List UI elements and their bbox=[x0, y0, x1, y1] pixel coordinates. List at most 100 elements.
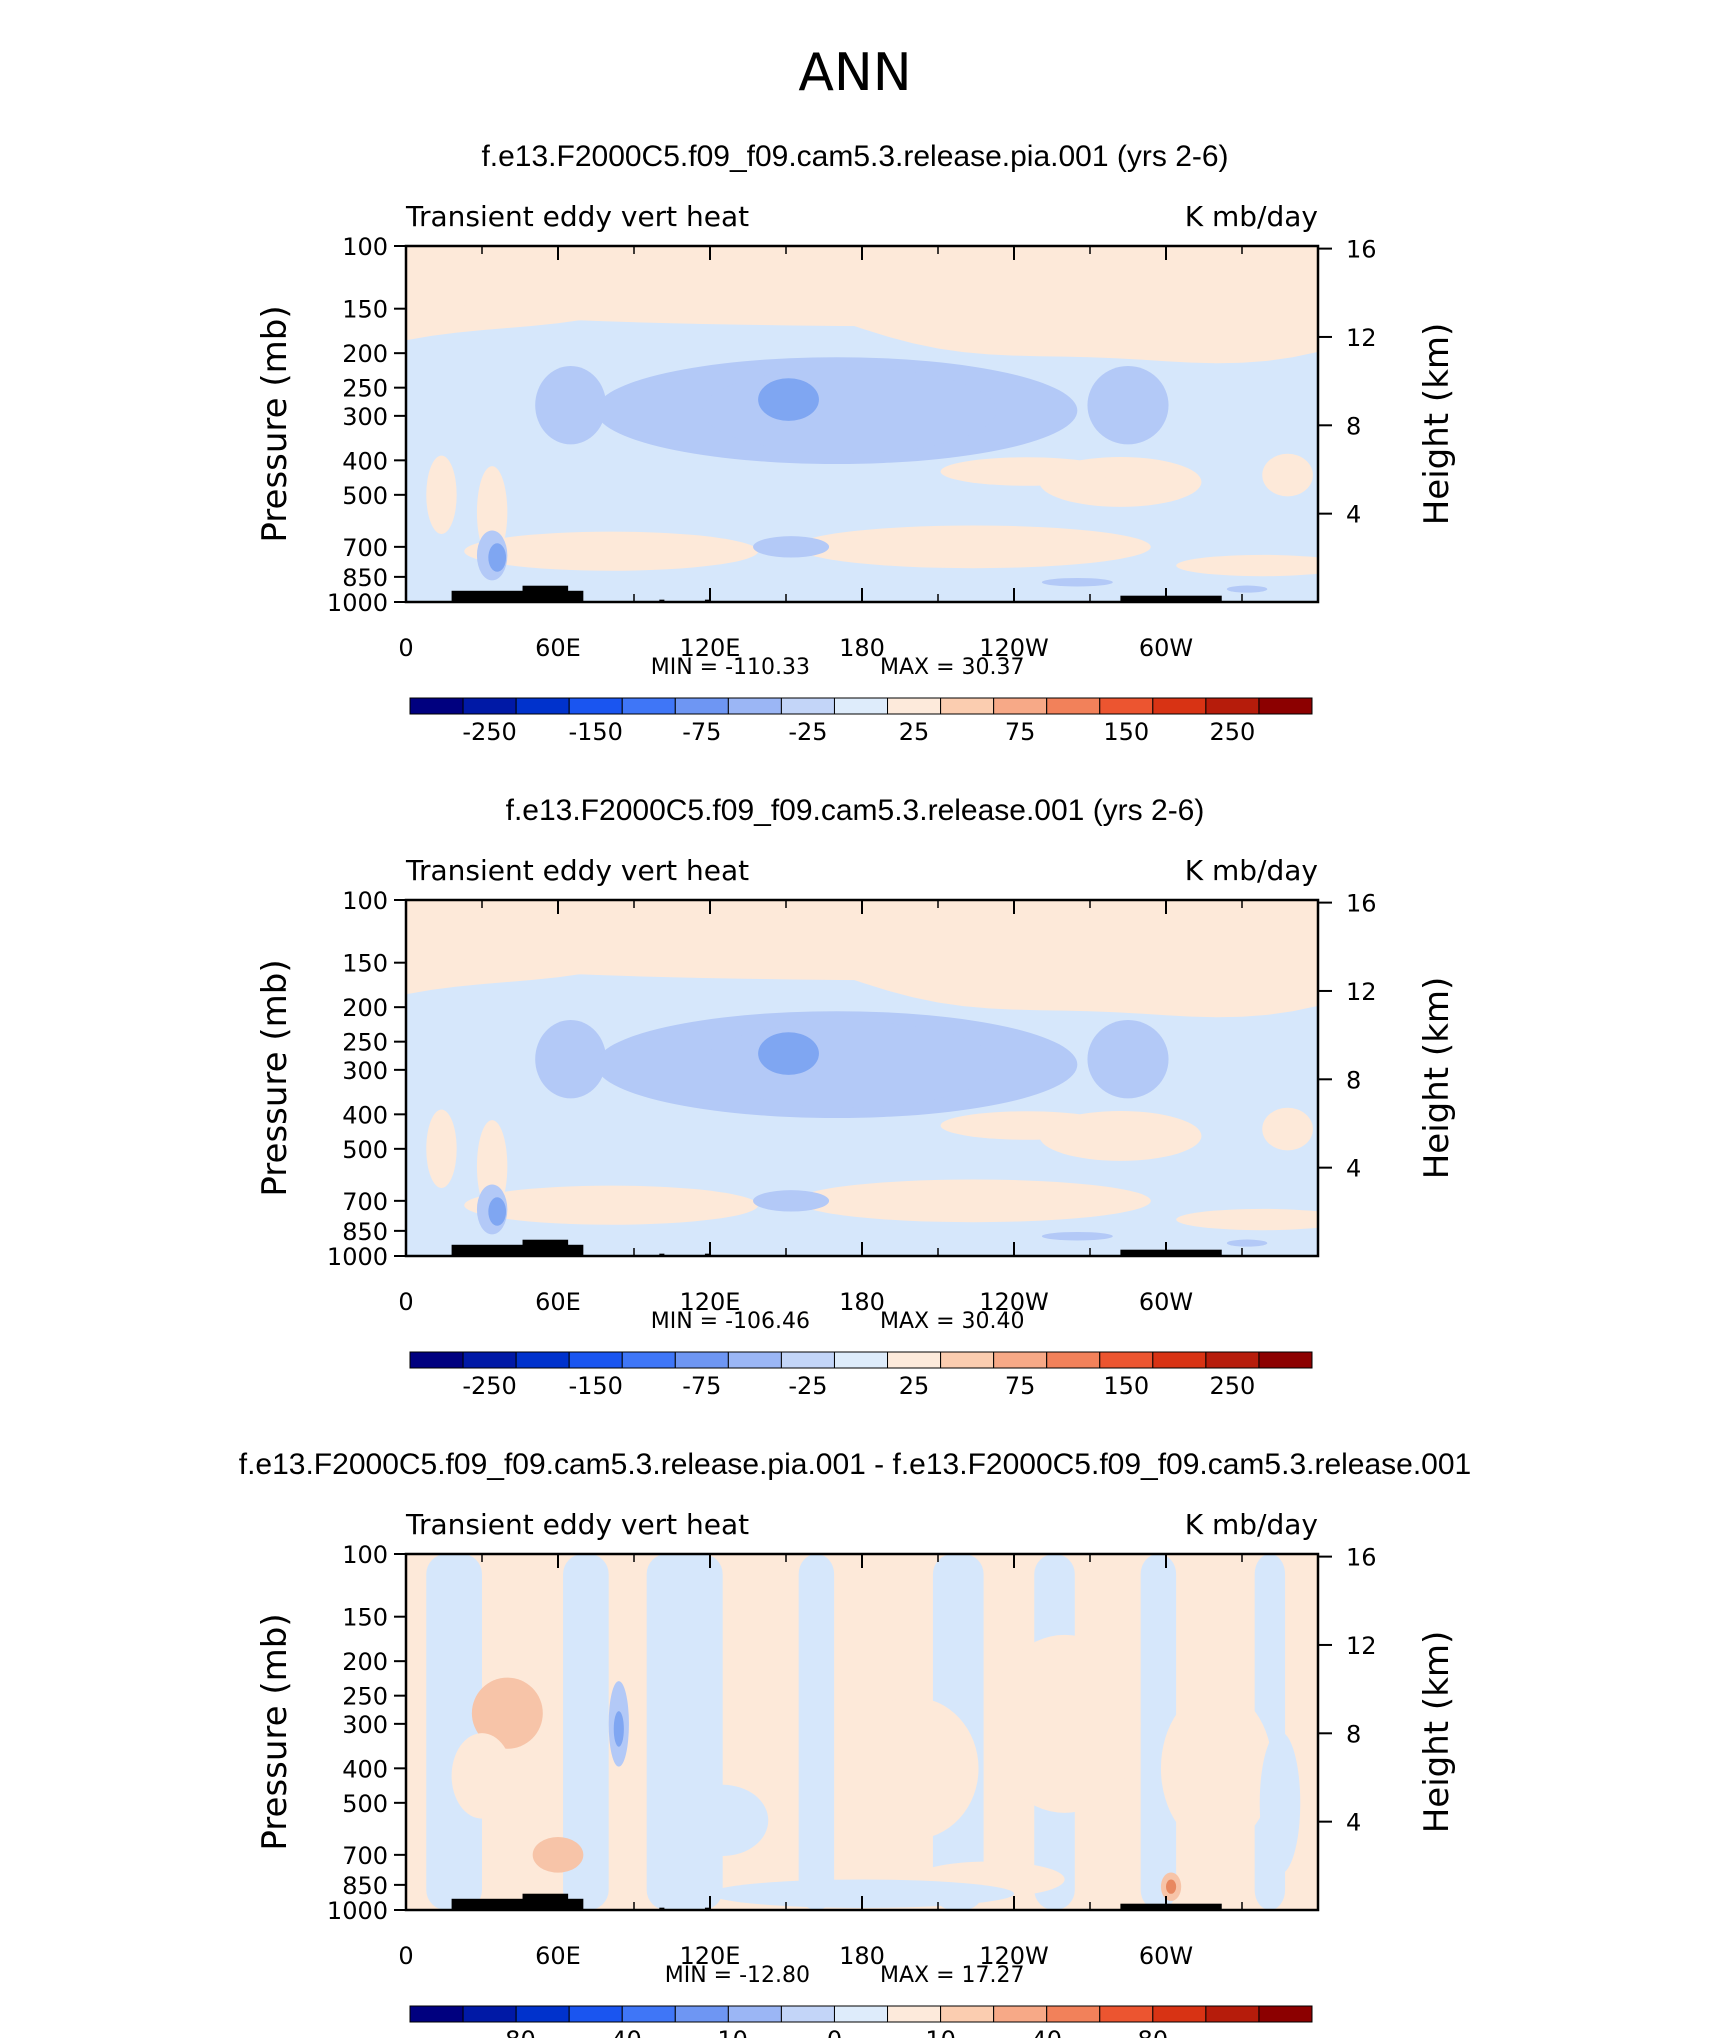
difference-negative-streak bbox=[798, 1554, 835, 1910]
colorbar-label: 0 bbox=[827, 2026, 842, 2038]
colorbar-label: -75 bbox=[682, 1372, 721, 1400]
y-tick-label: 250 bbox=[342, 1683, 388, 1711]
max-label: MAX = 30.40 bbox=[880, 1309, 1025, 1334]
colorbar-label: 250 bbox=[1210, 1372, 1256, 1400]
y-tick-label: 150 bbox=[342, 296, 388, 324]
contour-region bbox=[846, 1697, 979, 1840]
colorbar-swatch bbox=[940, 2005, 995, 2023]
colorbar-swatch bbox=[462, 697, 517, 715]
colorbar-swatch bbox=[568, 697, 623, 715]
topography-block bbox=[451, 1898, 584, 1910]
colorbar-swatch bbox=[1046, 2005, 1101, 2023]
y-axis-title: Pressure (mb) bbox=[255, 959, 295, 1196]
contour-region bbox=[613, 1711, 624, 1747]
colorbar-swatch bbox=[780, 1351, 835, 1369]
colorbar-label: 150 bbox=[1103, 1372, 1149, 1400]
y-right-axis-title: Height (km) bbox=[1417, 1631, 1457, 1834]
colorbar-swatch bbox=[887, 697, 942, 715]
contour-field bbox=[406, 1554, 1318, 1910]
page-title: ANN bbox=[798, 43, 911, 103]
colorbar-label: 75 bbox=[1005, 1372, 1036, 1400]
colorbar-swatch bbox=[621, 697, 676, 715]
y-tick-label: 250 bbox=[342, 375, 388, 403]
y-tick-label: 150 bbox=[342, 950, 388, 978]
y-right-tick-label: 12 bbox=[1346, 978, 1377, 1006]
y-tick-label: 200 bbox=[342, 340, 388, 368]
variable-label: Transient eddy vert heat bbox=[405, 854, 749, 887]
colorbar-swatch bbox=[780, 2005, 835, 2023]
colorbar-swatch bbox=[674, 2005, 729, 2023]
y-tick-label: 300 bbox=[342, 403, 388, 431]
colorbar-swatch bbox=[515, 697, 570, 715]
colorbar-swatch bbox=[780, 697, 835, 715]
y-tick-label: 150 bbox=[342, 1604, 388, 1632]
colorbar-swatch bbox=[1205, 2005, 1260, 2023]
x-tick-label: 120W bbox=[979, 1942, 1049, 1970]
contour-region bbox=[535, 366, 607, 445]
colorbar-swatch bbox=[621, 1351, 676, 1369]
y-tick-label: 300 bbox=[342, 1057, 388, 1085]
y-right-tick-label: 4 bbox=[1346, 1809, 1361, 1837]
colorbar-label: -150 bbox=[568, 718, 622, 746]
max-label: MAX = 30.37 bbox=[880, 655, 1025, 680]
colorbar-swatch bbox=[727, 697, 782, 715]
contour-field bbox=[406, 246, 1318, 602]
x-tick-label: 180 bbox=[839, 634, 885, 662]
y-right-tick-label: 4 bbox=[1346, 501, 1361, 529]
y-right-axis-title: Height (km) bbox=[1417, 977, 1457, 1180]
contour-region bbox=[988, 1634, 1141, 1813]
y-tick-label: 250 bbox=[342, 1029, 388, 1057]
contour-region bbox=[1259, 1731, 1301, 1875]
contour-region bbox=[1087, 1020, 1169, 1099]
colorbar-swatch bbox=[833, 697, 889, 715]
colorbar-swatch bbox=[409, 1351, 464, 1369]
colorbar-swatch bbox=[568, 2005, 623, 2023]
colorbar-label: -10 bbox=[709, 2026, 748, 2038]
y-tick-label: 1000 bbox=[327, 589, 388, 617]
x-tick-label: 60E bbox=[535, 1288, 581, 1316]
contour-region bbox=[532, 1837, 584, 1873]
contour-region bbox=[702, 1021, 997, 1108]
y-right-tick-label: 16 bbox=[1346, 890, 1377, 918]
contour-region bbox=[1166, 1879, 1177, 1894]
chart-panel-2: f.e13.F2000C5.f09_f09.cam5.3.release.001… bbox=[255, 794, 1457, 1400]
contour-region bbox=[702, 367, 997, 454]
chart-title: f.e13.F2000C5.f09_f09.cam5.3.release.001… bbox=[506, 794, 1205, 827]
colorbar-swatch bbox=[887, 2005, 942, 2023]
contour-region bbox=[535, 1020, 607, 1099]
contour-region bbox=[1087, 366, 1169, 445]
contour-region bbox=[1262, 1107, 1313, 1151]
contour-region bbox=[710, 1879, 1014, 1908]
colorbar-swatch bbox=[727, 1351, 782, 1369]
colorbar-label: -75 bbox=[682, 718, 721, 746]
difference-negative-streak bbox=[1140, 1554, 1177, 1910]
units-label: K mb/day bbox=[1185, 200, 1318, 233]
colorbar-label: -80 bbox=[497, 2026, 536, 2038]
x-tick-label: 180 bbox=[839, 1942, 885, 1970]
y-tick-label: 700 bbox=[342, 534, 388, 562]
colorbar-swatch bbox=[1099, 2005, 1154, 2023]
topography-block bbox=[451, 590, 584, 602]
colorbar-label: 40 bbox=[1031, 2026, 1062, 2038]
x-tick-label: 60W bbox=[1139, 634, 1193, 662]
y-tick-label: 300 bbox=[342, 1711, 388, 1739]
contour-region bbox=[1226, 585, 1268, 593]
y-right-tick-label: 8 bbox=[1346, 412, 1361, 440]
y-tick-label: 850 bbox=[342, 1872, 388, 1900]
y-tick-label: 500 bbox=[342, 1790, 388, 1818]
contour-region bbox=[1176, 554, 1318, 577]
colorbar-label: -250 bbox=[462, 1372, 516, 1400]
colorbar-swatch bbox=[674, 1351, 729, 1369]
colorbar-swatch bbox=[993, 697, 1048, 715]
y-tick-label: 500 bbox=[342, 482, 388, 510]
contour-region bbox=[451, 1733, 513, 1819]
contour-region bbox=[758, 378, 819, 421]
colorbar-swatch bbox=[409, 2005, 464, 2023]
colorbar-label: -25 bbox=[788, 718, 827, 746]
y-tick-label: 400 bbox=[342, 1755, 388, 1783]
y-tick-label: 100 bbox=[342, 887, 388, 915]
contour-region bbox=[456, 944, 1318, 981]
colorbar-swatch bbox=[1152, 1351, 1207, 1369]
y-right-tick-label: 12 bbox=[1346, 1632, 1377, 1660]
